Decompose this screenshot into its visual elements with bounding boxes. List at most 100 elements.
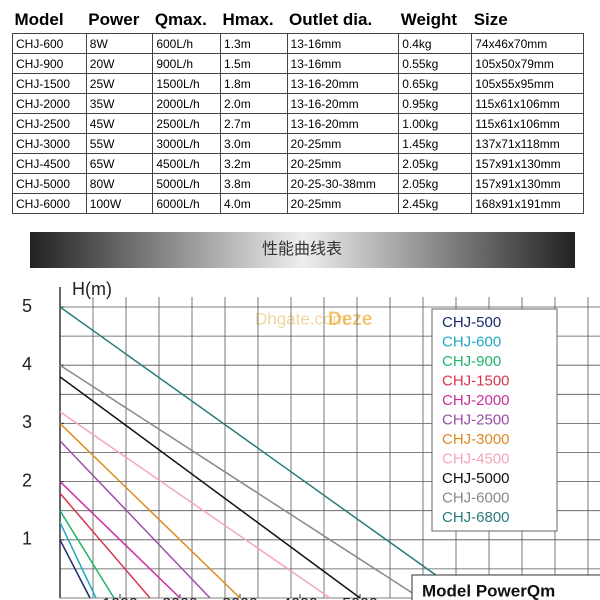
footer-text: Model PowerQm (422, 581, 555, 600)
header-cell: Qmax. (154, 10, 207, 29)
table-cell: 1.45kg (398, 133, 473, 154)
table-cell: 2000L/h (152, 93, 222, 114)
table-cell: 1.00kg (398, 113, 473, 134)
table-row: CHJ-2000 35W 2000L/h 2.0m 13-16-20mm 0.95kg 11… (12, 93, 584, 114)
table-cell: 13-16-20mm (286, 73, 400, 94)
spec-table: Model Power Qmax. Hmax. Outlet dia. Weight Siz… (12, 10, 584, 214)
table-row: CHJ-2500 45W 2500L/h 2.7m 13-16-20mm 1.00kg 11… (12, 113, 584, 134)
table-cell: 1.5m (220, 53, 288, 74)
legend-label: CHJ-6800 (442, 509, 510, 526)
table-cell: 5000L/h (152, 173, 222, 194)
table-cell: 80W (85, 173, 154, 194)
legend-label: CHJ-1500 (442, 372, 510, 389)
table-cell: 0.95kg (398, 93, 473, 114)
series-line (59, 422, 241, 599)
table-cell: 13-16mm (286, 33, 400, 54)
series-line (59, 411, 331, 599)
x-tick-label: 1000 (102, 596, 138, 600)
table-row: CHJ-600 8W 600L/h 1.3m 13-16mm 0.4kg 74x46x70m… (12, 33, 584, 54)
table-cell: 13-16-20mm (286, 113, 400, 134)
table-cell: 100W (85, 193, 154, 214)
table-cell: 35W (85, 93, 154, 114)
table-cell: 1.3m (220, 33, 288, 54)
table-cell: 2.45kg (398, 193, 473, 214)
table-cell: 105x50x79mm (471, 53, 584, 74)
y-tick-label: 4 (22, 354, 32, 374)
table-cell: 20-25mm (286, 193, 400, 214)
table-cell: 25W (85, 73, 154, 94)
table-cell: 13-16mm (286, 53, 400, 74)
legend: CHJ-500 CHJ-600 CHJ-900 CHJ-1500 CHJ-2000 CHJ… (431, 308, 558, 532)
header-cell: Weight (400, 10, 458, 29)
chart-title: 性能曲线表 (262, 240, 342, 258)
table-cell: 2500L/h (152, 113, 222, 134)
table-cell: 6000L/h (152, 193, 222, 214)
series-line (59, 376, 361, 599)
legend-label: CHJ-500 (442, 314, 501, 331)
legend-label: CHJ-2000 (442, 392, 510, 409)
table-cell: 168x91x191mm (471, 193, 584, 214)
legend-label: CHJ-600 (442, 333, 501, 350)
table-cell: 137x71x118mm (471, 133, 584, 154)
table-cell: CHJ-1500 (12, 73, 87, 94)
table-row: CHJ-4500 65W 4500L/h 3.2m 20-25mm 2.05kg 157x9… (12, 153, 584, 174)
table-cell: 4500L/h (152, 153, 222, 174)
table-cell: 0.4kg (398, 33, 473, 54)
table-cell: 55W (85, 133, 154, 154)
table-cell: CHJ-2500 (12, 113, 87, 134)
y-tick-label: 3 (22, 412, 32, 432)
legend-label: CHJ-4500 (442, 450, 510, 467)
series-line (59, 481, 181, 599)
table-cell: 3.8m (220, 173, 288, 194)
table-cell: 115x61x106mm (471, 113, 584, 134)
table-cell: 0.55kg (398, 53, 473, 74)
header-cell: Hmax. (222, 10, 274, 29)
table-row: CHJ-6000 100W 6000L/h 4.0m 20-25mm 2.45kg 168x… (12, 193, 584, 214)
series-line (59, 364, 421, 599)
legend-label: CHJ-3000 (442, 431, 510, 448)
series-line (59, 306, 469, 599)
table-cell: 45W (85, 113, 154, 134)
table-cell: CHJ-5000 (12, 173, 87, 194)
table-cell: 3.0m (220, 133, 288, 154)
table-cell: 74x46x70mm (471, 33, 584, 54)
table-cell: 157x91x130mm (471, 173, 584, 194)
series-line (59, 539, 91, 599)
header-cell: Size (473, 10, 508, 29)
table-cell: 20-25mm (286, 133, 400, 154)
table-cell: 65W (85, 153, 154, 174)
legend-label: CHJ-900 (442, 353, 501, 370)
table-cell: CHJ-3000 (12, 133, 87, 154)
x-tick-label: 5000 (342, 596, 378, 600)
table-row: CHJ-3000 55W 3000L/h 3.0m 20-25mm 1.45kg 137x7… (12, 133, 584, 154)
table-cell: CHJ-900 (12, 53, 87, 74)
table-cell: 2.0m (220, 93, 288, 114)
table-cell: 4.0m (220, 193, 288, 214)
x-tick-label: 3000 (222, 596, 258, 600)
table-cell: 20-25-30-38mm (286, 173, 400, 194)
x-tick-label: 4000 (282, 596, 318, 600)
table-cell: 20-25mm (286, 153, 400, 174)
header-cell: Model (14, 10, 64, 29)
table-cell: 157x91x130mm (471, 153, 584, 174)
watermark: Deze (328, 309, 372, 330)
table-cell: 600L/h (152, 33, 222, 54)
table-cell: 8W (85, 33, 154, 54)
y-tick-label: 1 (22, 529, 32, 549)
series-line (59, 492, 151, 599)
header-cell: Outlet dia. (289, 10, 373, 29)
table-cell: 105x55x95mm (471, 73, 584, 94)
table-cell: 13-16-20mm (286, 93, 400, 114)
table-row: CHJ-1500 25W 1500L/h 1.8m 13-16-20mm 0.65kg 10… (12, 73, 584, 94)
table-cell: 0.65kg (398, 73, 473, 94)
series-line (59, 510, 115, 599)
table-cell: CHJ-6000 (12, 193, 87, 214)
table-cell: CHJ-4500 (12, 153, 87, 174)
legend-label: CHJ-6000 (442, 489, 510, 506)
table-row: CHJ-900 20W 900L/h 1.5m 13-16mm 0.55kg 105x50x… (12, 53, 584, 74)
header-cell: Power (88, 10, 140, 29)
x-tick-label: 2000 (162, 596, 198, 600)
table-cell: 2.05kg (398, 153, 473, 174)
